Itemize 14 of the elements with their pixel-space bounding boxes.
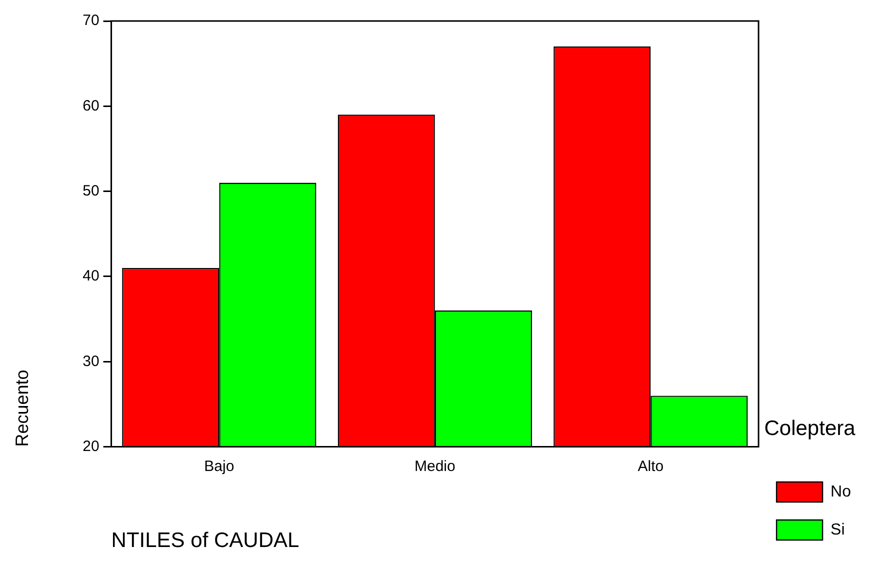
x-tick-label: Medio	[414, 458, 456, 475]
x-tick-label: Bajo	[204, 458, 234, 475]
y-tick-label: 50	[82, 182, 100, 200]
legend-label: Si	[830, 521, 845, 538]
legend-title: Coleptera	[764, 417, 856, 440]
y-tick-label: 60	[82, 97, 100, 114]
y-axis-title: Recuento	[12, 370, 32, 447]
x-axis-title: NTILES of CAUDAL	[111, 529, 300, 552]
y-tick-label: 30	[82, 352, 100, 370]
y-tick-label: 20	[82, 438, 100, 455]
legend-label: No	[830, 483, 852, 500]
y-tick-label: 70	[82, 12, 100, 30]
y-tick-label: 40	[82, 268, 100, 285]
x-tick-label: Alto	[638, 458, 664, 475]
